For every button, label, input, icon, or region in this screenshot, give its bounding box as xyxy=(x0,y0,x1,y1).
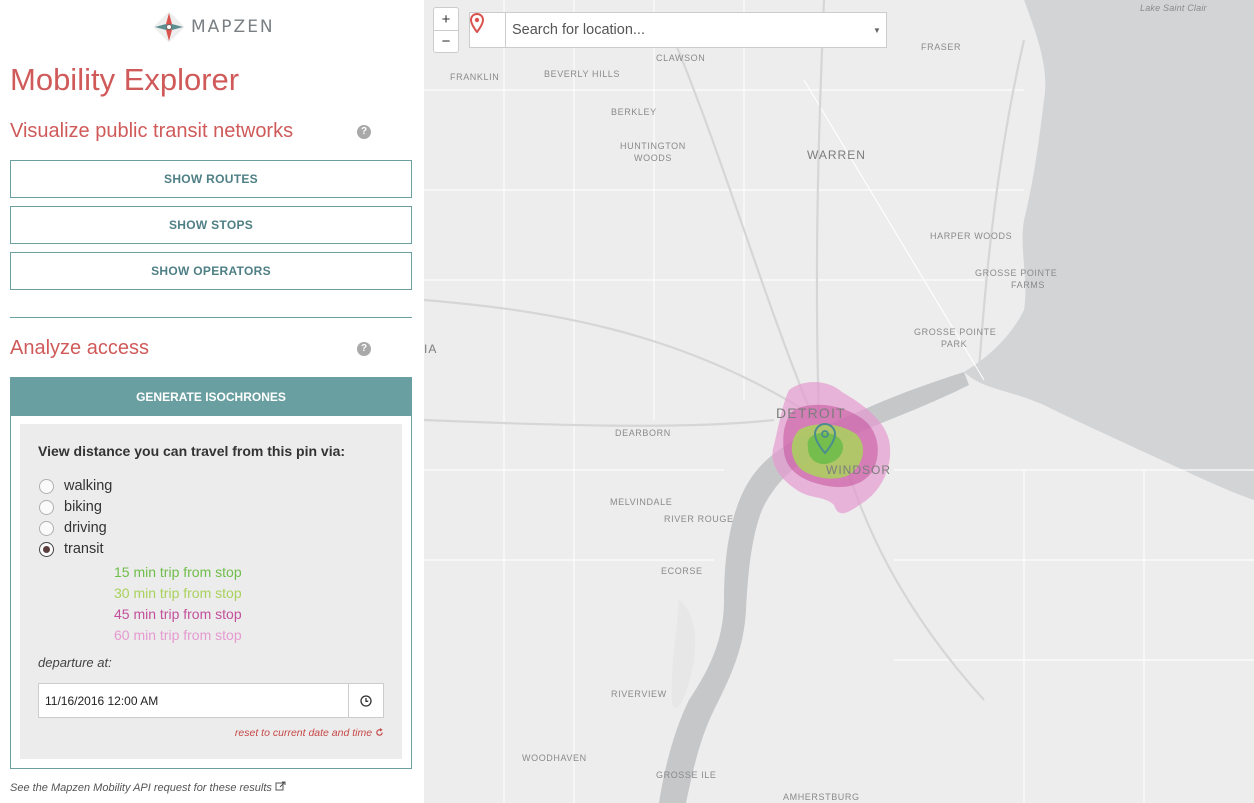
map-label-windsor: WINDSOR xyxy=(826,463,891,477)
visualize-section-title: Visualize public transit networks xyxy=(10,120,294,142)
reset-datetime-label: reset to current date and time xyxy=(234,727,373,739)
analyze-help-icon[interactable]: ? xyxy=(357,342,371,356)
api-request-link[interactable]: See the Mapzen Mobility API request for … xyxy=(10,781,286,794)
legend-45-min: 45 min trip from stop xyxy=(114,606,242,622)
transit-label: transit xyxy=(64,541,104,557)
map-label-park: PARK xyxy=(941,339,968,349)
walking-label: walking xyxy=(64,478,113,494)
walking-radio[interactable] xyxy=(39,478,54,494)
driving-label: driving xyxy=(64,520,107,536)
map-label-farms: FARMS xyxy=(1011,280,1046,290)
mapzen-logo[interactable]: MAPZEN xyxy=(153,10,275,44)
show-operators-button[interactable]: SHOW OPERATORS xyxy=(10,252,412,290)
api-request-label: See the Mapzen Mobility API request for … xyxy=(10,782,272,794)
map-label-amherstburg: AMHERSTBURG xyxy=(783,792,860,802)
travel-mode-prompt: View distance you can travel from this p… xyxy=(38,443,346,459)
map-label-detroit: DETROIT xyxy=(776,405,846,421)
map-label-lake-saint-clair: Lake Saint Clair xyxy=(1140,3,1207,13)
location-pin-button[interactable] xyxy=(470,13,506,47)
detroit-river xyxy=(659,372,969,803)
grosse-ile-island xyxy=(671,600,696,709)
mode-driving-option[interactable]: driving xyxy=(39,520,107,536)
location-search-input[interactable] xyxy=(506,22,868,38)
departure-datetime-input[interactable] xyxy=(39,684,348,717)
isochrone-options: View distance you can travel from this p… xyxy=(20,424,402,759)
mapzen-compass-icon xyxy=(153,11,185,43)
sidebar: MAPZEN Mobility Explorer Visualize publi… xyxy=(0,0,424,803)
search-dropdown-icon[interactable]: ▼ xyxy=(873,25,881,35)
app-title: Mobility Explorer xyxy=(10,62,240,97)
map-label-woods: WOODS xyxy=(634,153,672,163)
zoom-control: + − xyxy=(433,7,459,53)
mode-walking-option[interactable]: walking xyxy=(39,478,112,494)
map-label-riverview: RIVERVIEW xyxy=(611,689,667,699)
map-label-edge: IA xyxy=(424,342,438,356)
brand-name: MAPZEN xyxy=(191,17,275,37)
zoom-out-button[interactable]: − xyxy=(434,30,458,52)
visualize-help-icon[interactable]: ? xyxy=(357,125,371,139)
map-label-melvindale: MELVINDALE xyxy=(610,497,673,507)
biking-label: biking xyxy=(64,499,102,515)
map-label-fraser: FRASER xyxy=(921,42,962,52)
driving-radio[interactable] xyxy=(39,520,54,536)
reset-datetime-link[interactable]: reset to current date and time xyxy=(235,727,384,739)
map-label-grosse-ile: GROSSE ILE xyxy=(656,770,717,780)
external-link-icon xyxy=(275,781,286,791)
clock-button[interactable] xyxy=(348,684,383,717)
legend-60-min: 60 min trip from stop xyxy=(114,627,242,643)
zoom-in-button[interactable]: + xyxy=(441,10,451,28)
map-label-clawson: CLAWSON xyxy=(656,53,706,63)
mode-biking-option[interactable]: biking xyxy=(39,499,102,515)
map-location-pin xyxy=(813,422,837,455)
section-divider xyxy=(10,317,412,318)
generate-isochrones-button[interactable]: GENERATE ISOCHRONES xyxy=(11,378,411,416)
legend-30-min: 30 min trip from stop xyxy=(114,585,242,601)
map-label-beverly-hills: BEVERLY HILLS xyxy=(544,69,621,79)
location-pin-icon xyxy=(470,13,484,33)
map-label-dearborn: DEARBORN xyxy=(615,428,671,438)
isochrone-panel: GENERATE ISOCHRONES View distance you ca… xyxy=(10,377,412,769)
legend-15-min: 15 min trip from stop xyxy=(114,564,242,580)
map-label-franklin: FRANKLIN xyxy=(450,72,500,82)
map-label-berkley: BERKLEY xyxy=(611,107,657,117)
clock-icon xyxy=(360,694,372,707)
show-routes-button[interactable]: SHOW ROUTES xyxy=(10,160,412,198)
map[interactable]: Lake Saint Clair FRASER CLAWSON FRANKLIN… xyxy=(424,0,1254,803)
mode-transit-option[interactable]: transit xyxy=(39,541,104,557)
map-basemap xyxy=(424,0,1254,803)
map-label-ecorse: ECORSE xyxy=(661,566,703,576)
map-label-woodhaven: WOODHAVEN xyxy=(522,753,587,763)
show-stops-button[interactable]: SHOW STOPS xyxy=(10,206,412,244)
map-label-huntington: HUNTINGTON xyxy=(620,141,686,151)
biking-radio[interactable] xyxy=(39,499,54,515)
map-label-harper-woods: HARPER WOODS xyxy=(930,231,1013,241)
map-label-grosse-pointe-farms: GROSSE POINTE xyxy=(975,268,1058,278)
departure-datetime-field xyxy=(38,683,384,718)
analyze-section-title: Analyze access xyxy=(10,337,149,359)
reset-icon xyxy=(376,728,383,736)
location-search: ▼ xyxy=(469,12,887,48)
map-label-warren: WARREN xyxy=(807,148,866,162)
transit-radio[interactable] xyxy=(39,541,54,557)
lake-saint-clair xyxy=(964,0,1254,500)
departure-label: departure at: xyxy=(38,655,112,670)
map-label-grosse-pointe-park: GROSSE POINTE xyxy=(914,327,997,337)
map-label-river-rouge: RIVER ROUGE xyxy=(664,514,734,524)
